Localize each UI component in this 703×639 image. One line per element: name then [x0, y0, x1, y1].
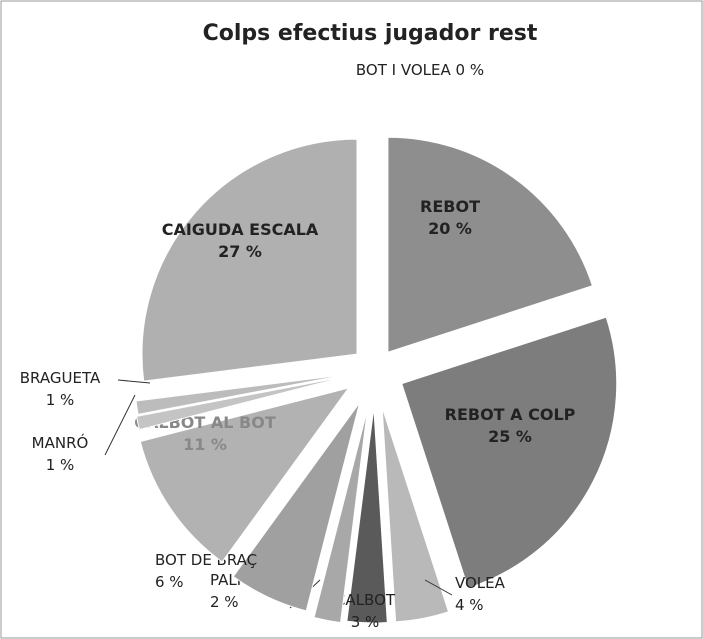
pie-slice [232, 402, 361, 612]
slice-label: BRAGUETA 1 % [20, 369, 101, 409]
slice-value: 6 % [155, 573, 184, 591]
slice-value: 3 % [351, 613, 380, 631]
slice-value: 1 % [46, 391, 75, 409]
slice-label: CALBOT 3 % [335, 591, 396, 631]
pie-slice [381, 407, 450, 623]
slice-label: REBOT A COLP 25 % [445, 405, 576, 446]
slice-label: VOLEA 4 % [455, 574, 506, 614]
slice-value: 0 % [456, 61, 485, 79]
slice-label: MANRÓ 1 % [32, 433, 89, 474]
pie-slice [141, 138, 358, 382]
leader-line [117, 379, 151, 384]
slice-label: CAIGUDA ESCALA 27 % [162, 220, 319, 261]
pie-slice [387, 136, 594, 353]
slice-category: BOT DE BRAÇ [155, 551, 257, 569]
pie-slice [135, 373, 350, 415]
slice-label: BOT DE BRAÇ 6 % [155, 551, 257, 591]
slice-category: CAIGUDA ESCALA [162, 220, 319, 239]
leader-line [104, 394, 136, 456]
slice-label: BOT I VOLEA 0 % [356, 61, 484, 79]
chart-title: Colps efectius jugador rest [203, 21, 538, 46]
slice-category: REBOT [420, 197, 480, 216]
slice-value: 20 % [428, 219, 472, 238]
pie-slice [139, 387, 350, 563]
slice-value: 11 % [183, 435, 227, 454]
slice-value: 1 % [46, 456, 75, 474]
slice-label: REBOT 20 % [420, 197, 480, 238]
slice-value: 4 % [455, 596, 484, 614]
slice-category: BOT I VOLEA [356, 61, 452, 79]
slice-value: 2 % [210, 593, 239, 611]
slice-category: VOLEA [455, 574, 506, 592]
slice-value: 27 % [218, 242, 262, 261]
slice-value: 25 % [488, 427, 532, 446]
leader-line [424, 579, 453, 596]
pie-slice [135, 375, 348, 431]
slice-category: MANRÓ [32, 433, 89, 452]
pie-slice [346, 407, 388, 624]
slice-category: CALBOT [335, 591, 396, 609]
pie-slice [401, 316, 618, 589]
pie-slice [313, 409, 369, 624]
slice-category: REBOT A COLP [445, 405, 576, 424]
slice-category: BRAGUETA [20, 369, 101, 387]
